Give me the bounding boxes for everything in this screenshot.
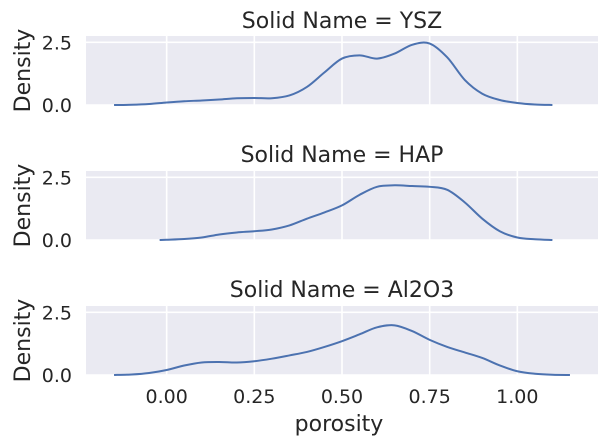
density-curve	[114, 324, 570, 376]
x-tick-label: 0.50	[321, 386, 363, 408]
x-tick-label: 0.25	[233, 386, 275, 408]
y-tick-label: 2.5	[42, 302, 72, 324]
panel-title: Solid Name = YSZ	[242, 9, 442, 34]
density-curve	[159, 184, 553, 241]
y-axis-label: Density	[11, 29, 36, 113]
panel-title: Solid Name = HAP	[241, 143, 444, 168]
y-tick-label: 0.0	[42, 230, 72, 252]
x-tick-label: 1.00	[496, 386, 538, 408]
panel-title: Solid Name = Al2O3	[230, 278, 454, 303]
x-tick-label: 0.75	[409, 386, 451, 408]
panel-ysz: Solid Name = YSZ Density 0.0 2.5	[11, 9, 598, 117]
y-tick-label: 2.5	[42, 167, 72, 189]
y-axis-label: Density	[11, 164, 36, 248]
x-tick-label: 0.00	[146, 386, 188, 408]
y-tick-label: 0.0	[42, 365, 72, 387]
y-axis-label: Density	[11, 299, 36, 383]
panel-hap: Solid Name = HAP Density 0.0 2.5	[11, 143, 598, 252]
x-axis-label: porosity	[295, 412, 384, 437]
density-curve	[114, 41, 553, 106]
y-tick-label: 0.0	[42, 95, 72, 117]
y-tick-label: 2.5	[42, 32, 72, 54]
panel-al2o3: Solid Name = Al2O3 Density 0.0 2.5 0.00 0.25 0…	[11, 278, 598, 437]
